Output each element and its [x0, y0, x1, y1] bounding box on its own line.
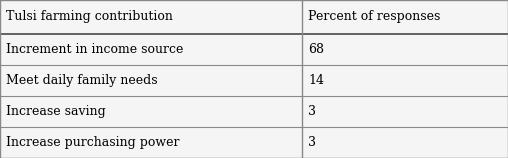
Text: Increment in income source: Increment in income source: [6, 43, 183, 56]
Text: Increase purchasing power: Increase purchasing power: [6, 136, 180, 149]
Text: Tulsi farming contribution: Tulsi farming contribution: [6, 10, 173, 24]
Text: Percent of responses: Percent of responses: [308, 10, 441, 24]
Text: 14: 14: [308, 74, 324, 87]
Text: Meet daily family needs: Meet daily family needs: [6, 74, 157, 87]
Text: 3: 3: [308, 105, 316, 118]
Text: 3: 3: [308, 136, 316, 149]
Text: Increase saving: Increase saving: [6, 105, 106, 118]
FancyBboxPatch shape: [0, 0, 508, 34]
Text: 68: 68: [308, 43, 324, 56]
